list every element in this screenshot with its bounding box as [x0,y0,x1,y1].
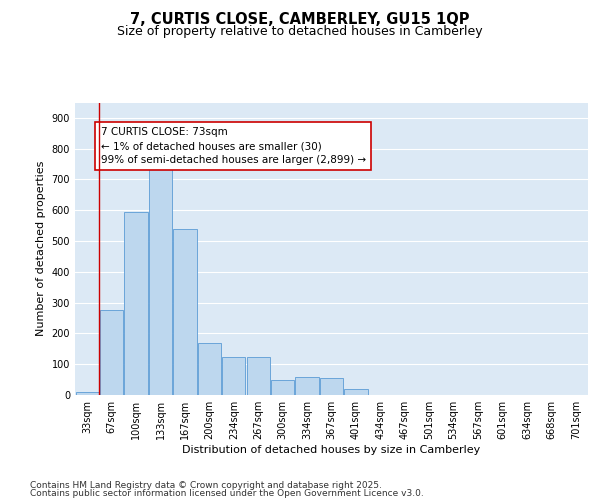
Y-axis label: Number of detached properties: Number of detached properties [36,161,46,336]
Bar [295,376,319,395]
Bar [198,342,221,395]
Text: Contains HM Land Registry data © Crown copyright and database right 2025.: Contains HM Land Registry data © Crown c… [30,481,382,490]
Bar [100,310,123,395]
Text: Contains public sector information licensed under the Open Government Licence v3: Contains public sector information licen… [30,488,424,498]
Bar [320,378,343,395]
Text: Size of property relative to detached houses in Camberley: Size of property relative to detached ho… [117,25,483,38]
Bar [222,356,245,395]
Bar [247,356,270,395]
Text: 7 CURTIS CLOSE: 73sqm
← 1% of detached houses are smaller (30)
99% of semi-detac: 7 CURTIS CLOSE: 73sqm ← 1% of detached h… [101,127,366,165]
Bar [173,228,197,395]
Bar [124,212,148,395]
Bar [271,380,294,395]
Text: 7, CURTIS CLOSE, CAMBERLEY, GU15 1QP: 7, CURTIS CLOSE, CAMBERLEY, GU15 1QP [130,12,470,28]
X-axis label: Distribution of detached houses by size in Camberley: Distribution of detached houses by size … [182,445,481,455]
Bar [344,389,368,395]
Bar [76,392,99,395]
Bar [149,167,172,395]
